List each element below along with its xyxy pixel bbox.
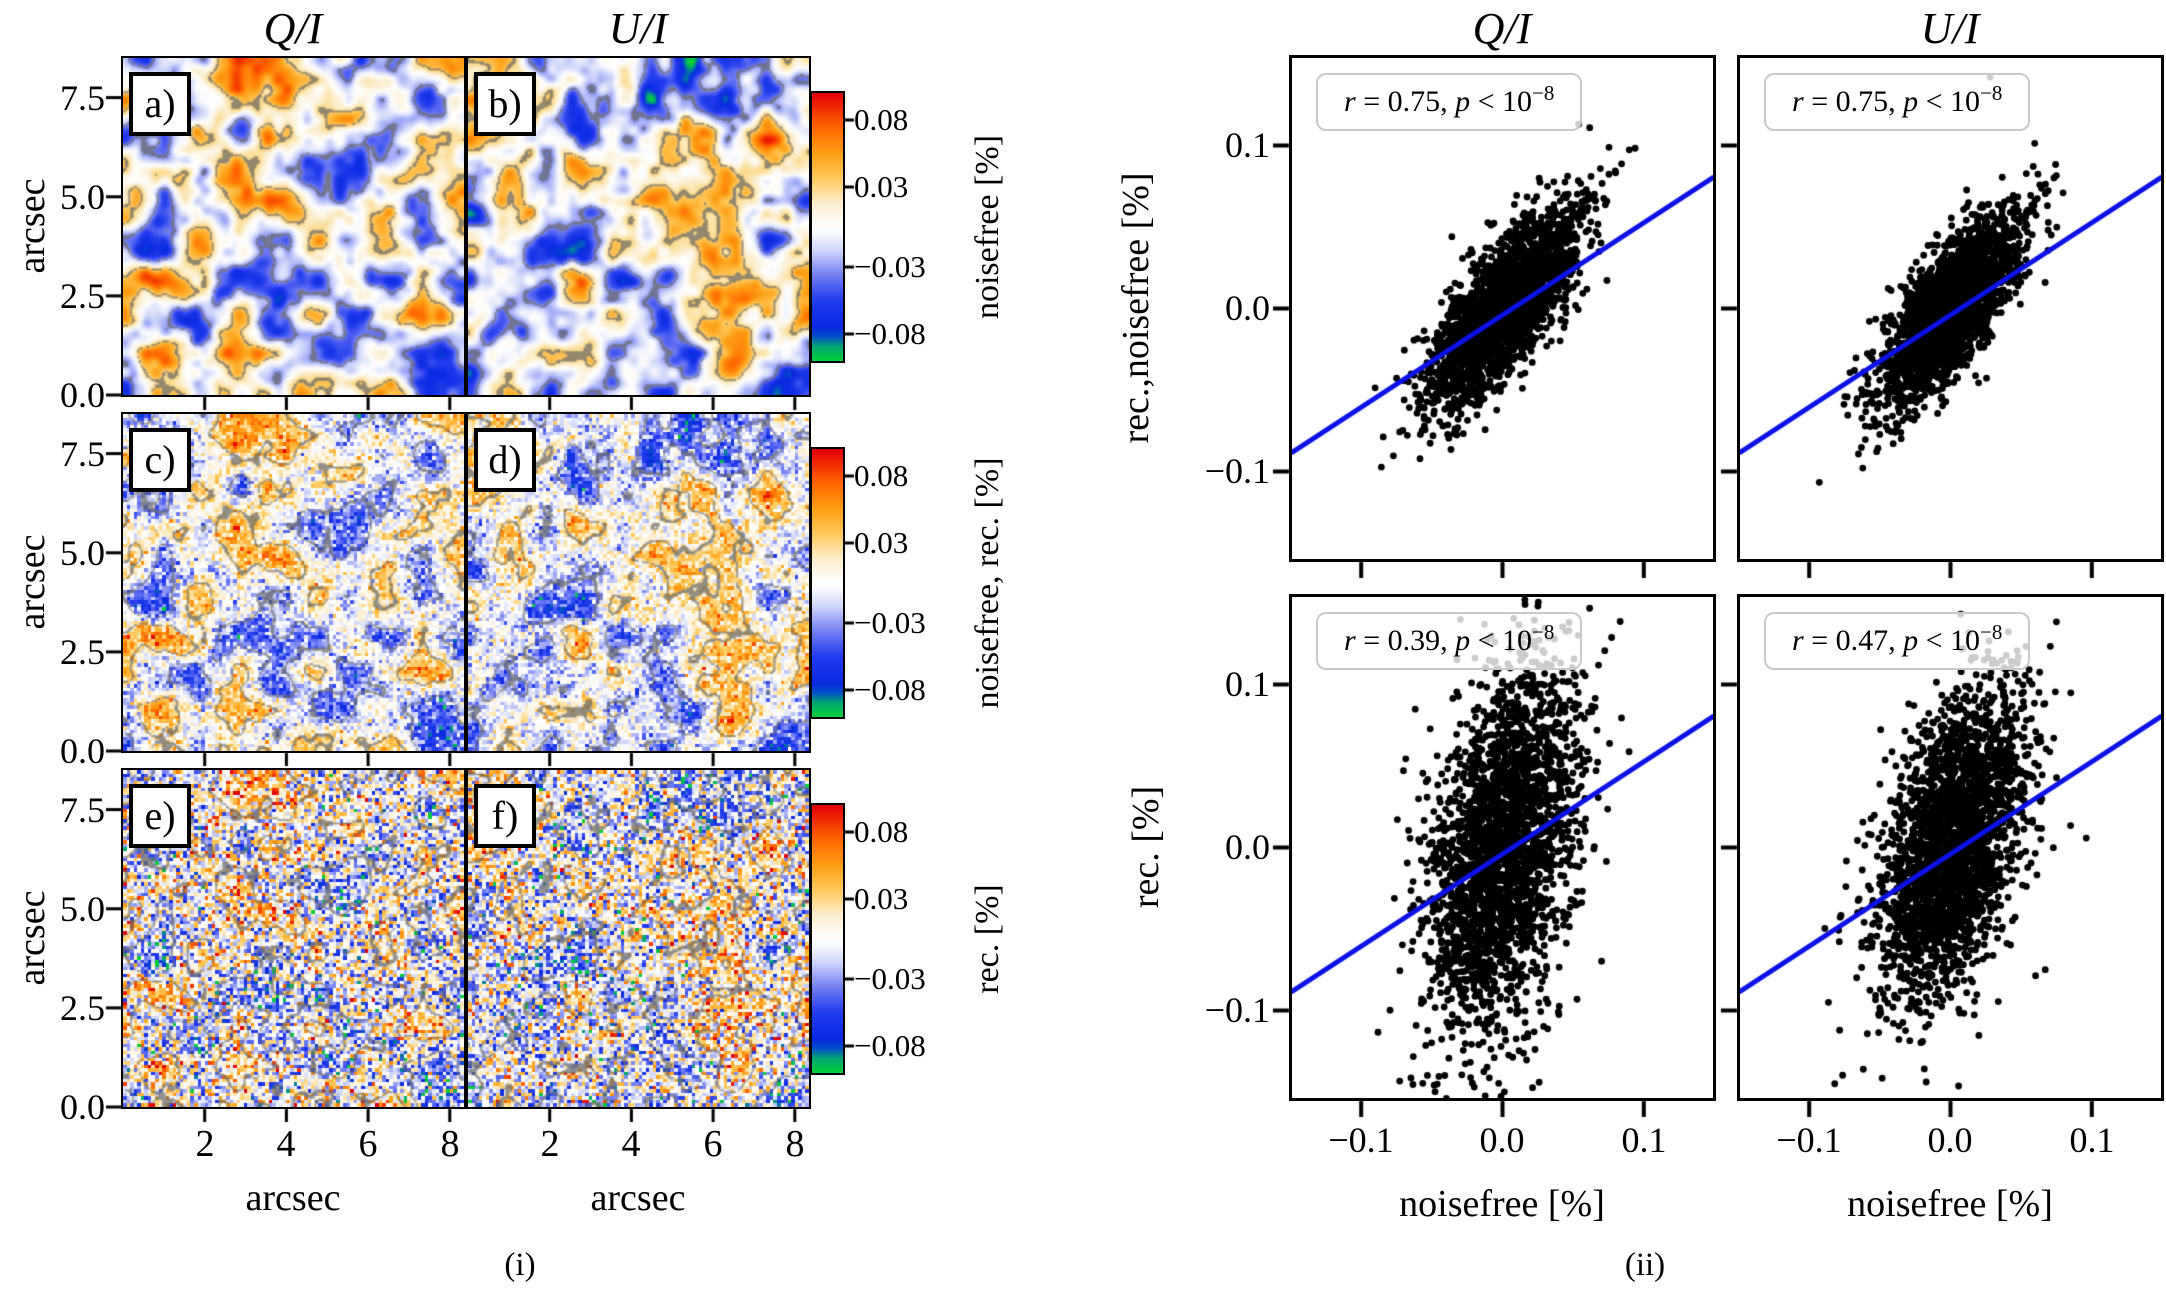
cbar-label-rec: rec. [%] (969, 884, 1006, 994)
panel-letter-c: c) (129, 428, 191, 492)
heatmap-panel-f (466, 768, 811, 1109)
cbar-tick: −0.08 (854, 316, 926, 351)
colorbar-noisefree (810, 91, 845, 363)
p-symbol: p (1455, 624, 1471, 657)
scatter-col-title-ui: U/I (1920, 4, 1980, 53)
cbar-label-noisefree: noisefree [%] (969, 134, 1006, 320)
x-tick: −0.1 (1776, 1120, 1842, 1160)
y-tick: 5.0 (60, 889, 105, 929)
x-axis-label: arcsec (245, 1177, 341, 1219)
colorbar-noisefree-rec (810, 447, 845, 719)
p-symbol: p (1455, 85, 1471, 118)
x-tick: 0.0 (1479, 1120, 1525, 1160)
panel-letter-a: a) (129, 72, 191, 136)
p-symbol: p (1903, 624, 1919, 657)
y-tick: 2.5 (60, 632, 105, 672)
x-axis-label: noisefree [%] (1847, 1183, 2053, 1225)
subfigure-caption-ii: (ii) (1624, 1247, 1666, 1283)
scatter-panel-qi-rec (1289, 594, 1716, 1101)
x-tick: 0.0 (1927, 1120, 1973, 1160)
x-axis-label: noisefree [%] (1399, 1183, 1605, 1225)
cbar-tick: 0.08 (854, 458, 909, 493)
x-tick: 0.1 (1621, 1120, 1667, 1160)
panel-letter-e: e) (129, 784, 191, 848)
y-axis-label: arcsec (11, 178, 53, 274)
y-axis-label: arcsec (11, 890, 53, 986)
stats-annotation: r = 0.75, p < 10−8 (1316, 73, 1583, 131)
cbar-tick: 0.03 (854, 525, 909, 560)
x-tick: 8 (440, 1123, 460, 1165)
y-tick: 7.5 (60, 790, 105, 830)
panel-letter-b: b) (474, 72, 536, 136)
cbar-tick: 0.08 (854, 102, 909, 137)
y-tick: 2.5 (60, 276, 105, 316)
cbar-tick: 0.08 (854, 814, 909, 849)
scatter-panel-qi-noisefree (1289, 55, 1716, 562)
y-tick: 5.0 (60, 177, 105, 217)
cbar-tick: −0.03 (854, 249, 926, 284)
x-tick: 8 (785, 1123, 805, 1165)
y-tick: 0.0 (60, 1087, 105, 1127)
x-tick: 4 (276, 1123, 296, 1165)
x-tick: 4 (621, 1123, 641, 1165)
r-symbol: r (1344, 624, 1356, 657)
panel-letter-f: f) (474, 784, 536, 848)
r-symbol: r (1792, 85, 1804, 118)
x-tick: 2 (540, 1123, 560, 1165)
p-symbol: p (1903, 85, 1919, 118)
map-col-title-qi: Q/I (263, 4, 323, 53)
y-tick: 0.0 (60, 731, 105, 771)
y-tick: 0.1 (1225, 125, 1270, 165)
stats-annotation: r = 0.39, p < 10−8 (1316, 612, 1583, 670)
scatter-col-title-qi: Q/I (1472, 4, 1532, 53)
y-tick: −0.1 (1204, 990, 1270, 1030)
y-tick: 0.0 (1225, 288, 1270, 328)
panel-letter-d: d) (474, 428, 536, 492)
scatter-panel-ui-noisefree (1737, 55, 2164, 562)
y-tick: 5.0 (60, 533, 105, 573)
y-tick: 0.1 (1225, 664, 1270, 704)
stats-annotation: r = 0.75, p < 10−8 (1764, 73, 2031, 131)
x-tick: 2 (195, 1123, 215, 1165)
y-tick: −0.1 (1204, 451, 1270, 491)
r-symbol: r (1344, 85, 1356, 118)
y-axis-label-rec-noisefree: rec.,noisefree [%] (1115, 172, 1157, 444)
cbar-tick: −0.08 (854, 672, 926, 707)
r-symbol: r (1792, 624, 1804, 657)
y-tick: 2.5 (60, 988, 105, 1028)
cbar-tick: 0.03 (854, 169, 909, 204)
y-tick: 0.0 (1225, 827, 1270, 867)
colorbar-rec (810, 803, 845, 1075)
y-axis-label: arcsec (11, 534, 53, 630)
y-tick: 7.5 (60, 78, 105, 118)
cbar-label-noisefree-rec: noisefree, rec. [%] (969, 457, 1006, 709)
scatter-panel-ui-rec (1737, 594, 2164, 1101)
cbar-tick: −0.03 (854, 961, 926, 996)
cbar-tick: −0.08 (854, 1028, 926, 1063)
cbar-tick: −0.03 (854, 605, 926, 640)
x-tick: 0.1 (2069, 1120, 2115, 1160)
subfigure-caption-i: (i) (504, 1247, 536, 1283)
x-tick: −0.1 (1328, 1120, 1394, 1160)
x-tick: 6 (703, 1123, 723, 1165)
x-axis-label: arcsec (590, 1177, 686, 1219)
x-tick: 6 (358, 1123, 378, 1165)
y-tick: 7.5 (60, 434, 105, 474)
map-col-title-ui: U/I (608, 4, 668, 53)
cbar-tick: 0.03 (854, 881, 909, 916)
stats-annotation: r = 0.47, p < 10−8 (1764, 612, 2031, 670)
y-axis-label-rec: rec. [%] (1125, 785, 1167, 909)
heatmap-panel-c (121, 412, 466, 753)
y-tick: 0.0 (60, 375, 105, 415)
